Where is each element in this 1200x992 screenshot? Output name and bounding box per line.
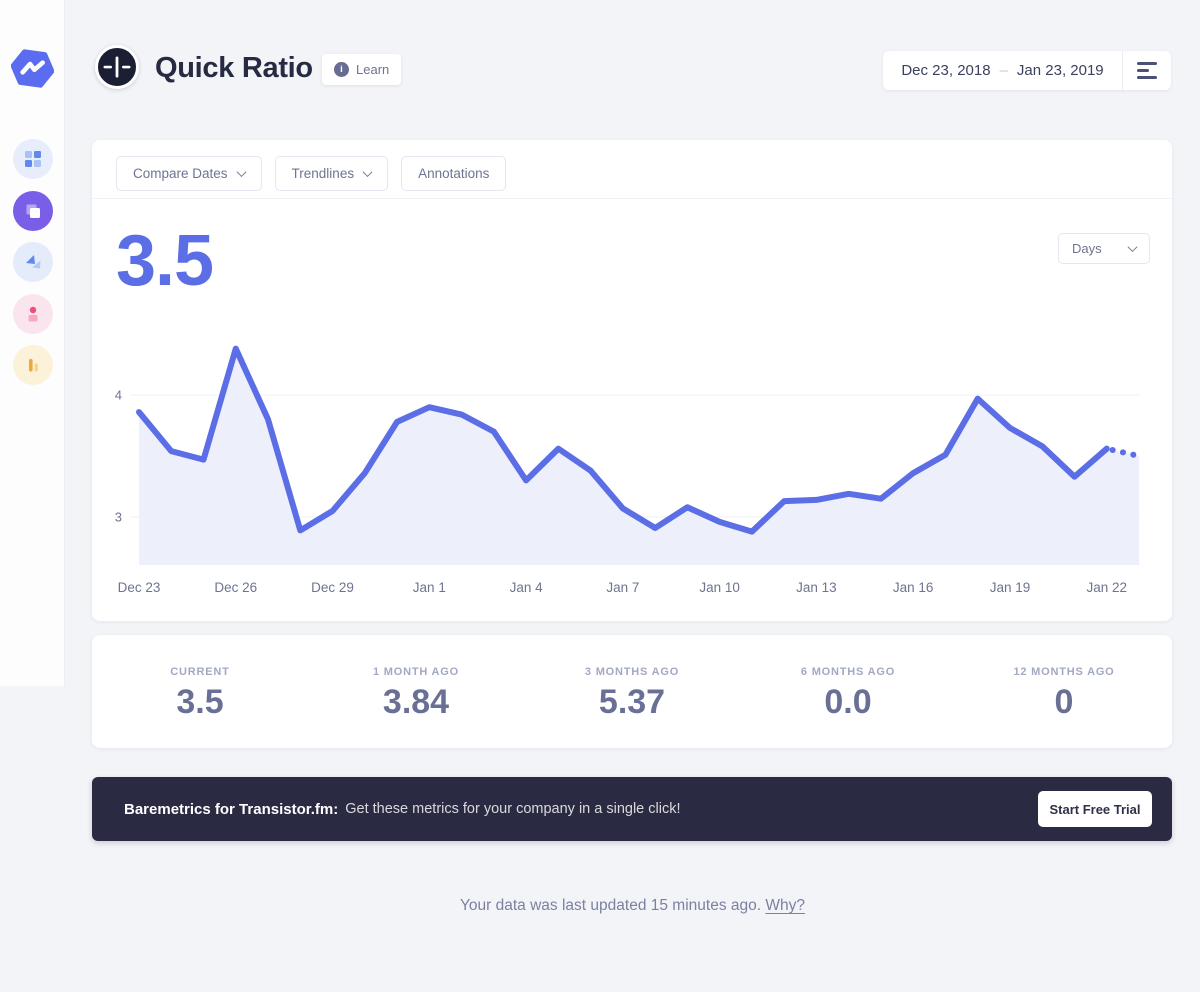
bars-icon — [29, 359, 38, 372]
stat-label: 3 MONTHS AGO — [584, 666, 680, 678]
svg-text:Jan 19: Jan 19 — [990, 580, 1031, 595]
stat-value: 5.37 — [598, 683, 666, 721]
sidebar-item-customers[interactable] — [13, 294, 53, 334]
quick-ratio-metric-icon — [95, 45, 139, 89]
divide-ratio-icon — [103, 56, 131, 78]
date-range-text: Dec 23, 2018 – Jan 23, 2019 — [883, 51, 1122, 90]
footer-note: Your data was last updated 15 minutes ag… — [65, 897, 1200, 915]
filter-menu-button[interactable] — [1123, 51, 1171, 90]
page-title: Quick Ratio — [155, 52, 313, 84]
date-end: Jan 23, 2019 — [1016, 62, 1104, 79]
last-updated-text: Your data was last updated 15 minutes ag… — [460, 897, 762, 914]
svg-text:Jan 1: Jan 1 — [413, 580, 446, 595]
date-range-picker[interactable]: Dec 23, 2018 – Jan 23, 2019 — [883, 51, 1171, 90]
svg-text:Jan 10: Jan 10 — [699, 580, 740, 595]
layers-icon — [26, 204, 40, 218]
stat-label: 6 MONTHS AGO — [800, 666, 896, 678]
compare-dates-button[interactable]: Compare Dates — [116, 156, 262, 191]
svg-text:Jan 22: Jan 22 — [1086, 580, 1127, 595]
baremetrics-logo[interactable] — [10, 47, 55, 90]
banner-message: Get these metrics for your company in a … — [345, 801, 681, 817]
stat-12-months-ago: 12 MONTHS AGO 0 — [956, 635, 1172, 748]
info-icon: i — [334, 62, 349, 77]
sidebar-item-metrics[interactable] — [13, 191, 53, 231]
learn-button[interactable]: i Learn — [322, 54, 402, 85]
date-separator: – — [999, 62, 1008, 79]
interval-label: Days — [1072, 241, 1102, 256]
svg-text:Jan 16: Jan 16 — [893, 580, 934, 595]
stat-value: 3.5 — [176, 683, 224, 721]
svg-text:Jan 13: Jan 13 — [796, 580, 837, 595]
learn-label: Learn — [356, 62, 390, 77]
grid-icon — [25, 151, 41, 167]
svg-text:3: 3 — [115, 510, 122, 525]
chevron-down-icon — [236, 167, 246, 178]
sidebar-item-forecasting[interactable] — [13, 242, 53, 282]
stat-value: 0.0 — [824, 683, 872, 721]
annotations-label: Annotations — [418, 166, 490, 181]
date-start: Dec 23, 2018 — [901, 62, 991, 79]
divider — [1122, 51, 1123, 90]
stat-value: 0 — [1054, 683, 1074, 721]
svg-text:Jan 7: Jan 7 — [606, 580, 639, 595]
sidebar-item-reports[interactable] — [13, 345, 53, 385]
svg-text:Jan 4: Jan 4 — [510, 580, 544, 595]
stat-label: CURRENT — [170, 666, 230, 678]
trendlines-button[interactable]: Trendlines — [274, 156, 389, 191]
chevron-down-icon — [362, 167, 373, 178]
annotations-button[interactable]: Annotations — [401, 156, 507, 191]
interval-select[interactable]: Days — [1058, 233, 1150, 264]
svg-text:Dec 26: Dec 26 — [214, 580, 257, 595]
stat-value: 3.84 — [382, 683, 450, 721]
start-free-trial-button[interactable]: Start Free Trial — [1038, 791, 1152, 827]
stat-3-months-ago: 3 MONTHS AGO 5.37 — [524, 635, 740, 748]
divider — [92, 198, 1172, 199]
menu-lines-icon — [1137, 62, 1157, 79]
svg-text:Dec 23: Dec 23 — [118, 580, 161, 595]
quick-ratio-line-chart: 4 3 Dec 23 Dec 26 Dec 29 Jan 1 Jan 4 Jan 7 Jan 1… — [115, 345, 1142, 595]
svg-text:Dec 29: Dec 29 — [311, 580, 354, 595]
baremetrics-logo-icon — [10, 49, 55, 88]
stat-1-month-ago: 1 MONTH AGO 3.84 — [308, 635, 524, 748]
current-value: 3.5 — [116, 221, 214, 301]
chart-card: Compare Dates Trendlines Annotations 3.5… — [92, 140, 1172, 621]
sidebar — [0, 0, 65, 686]
stat-label: 1 MONTH AGO — [372, 666, 459, 678]
banner-title: Baremetrics for Transistor.fm: — [124, 800, 339, 818]
chart-toolbar: Compare Dates Trendlines Annotations — [116, 156, 507, 191]
stat-6-months-ago: 6 MONTHS AGO 0.0 — [740, 635, 956, 748]
person-icon — [28, 306, 38, 322]
stat-label: 12 MONTHS AGO — [1013, 666, 1115, 678]
why-link[interactable]: Why? — [765, 897, 805, 914]
stats-card: CURRENT 3.5 1 MONTH AGO 3.84 3 MONTHS AG… — [92, 635, 1172, 748]
sidebar-item-dashboard[interactable] — [13, 139, 53, 179]
compare-dates-label: Compare Dates — [133, 166, 228, 181]
stat-current: CURRENT 3.5 — [92, 635, 308, 748]
trendlines-label: Trendlines — [291, 166, 355, 181]
triangles-icon — [26, 255, 41, 269]
svg-text:4: 4 — [115, 388, 122, 403]
chevron-down-icon — [1127, 242, 1138, 253]
trial-banner: Baremetrics for Transistor.fm: Get these… — [92, 777, 1172, 841]
